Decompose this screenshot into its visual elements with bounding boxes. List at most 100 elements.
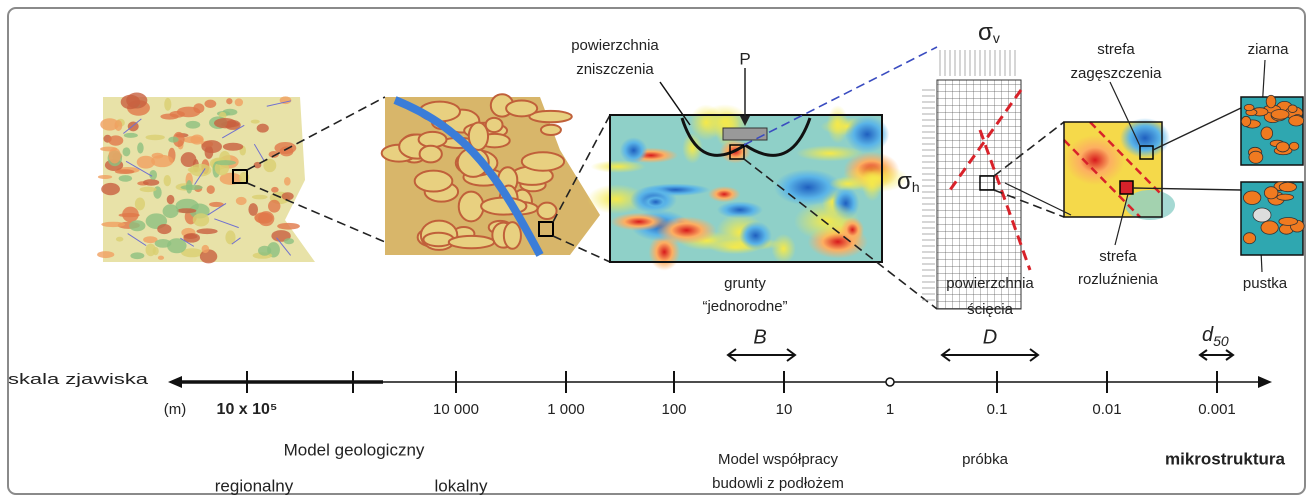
map-patch	[118, 175, 133, 182]
heat-patch	[845, 115, 890, 153]
map-patch	[101, 221, 126, 228]
map-patch	[283, 238, 295, 245]
heat-patch	[587, 184, 646, 215]
map-patch	[100, 146, 118, 152]
grain	[1240, 115, 1252, 127]
map-patch	[187, 166, 201, 173]
grain	[1288, 115, 1305, 127]
tick-origin	[885, 377, 895, 387]
map-road	[180, 237, 195, 247]
map-road	[123, 118, 142, 134]
map-patch	[502, 221, 522, 250]
frame	[7, 7, 1306, 495]
map-patch	[235, 196, 247, 206]
label: strefa	[1097, 41, 1135, 58]
heat-patch	[840, 217, 865, 243]
map-patch	[137, 142, 144, 154]
grain	[1260, 126, 1274, 140]
map-patch	[274, 141, 297, 154]
map-patch	[201, 140, 222, 154]
grain	[1243, 103, 1255, 112]
map-patch	[256, 123, 269, 133]
map-patch	[176, 208, 197, 214]
map-patch	[457, 190, 485, 223]
subscript: 50	[1213, 333, 1229, 349]
shear-line	[948, 89, 1023, 191]
grain-set	[1240, 94, 1305, 164]
label: ścięcia	[967, 301, 1014, 318]
symbol: d	[1202, 324, 1214, 346]
arrow-head	[740, 116, 750, 126]
scale-label: 100	[661, 401, 686, 418]
map-patch	[258, 245, 272, 256]
heat-patch	[828, 176, 868, 191]
map-patch	[115, 236, 124, 242]
map-patch	[418, 144, 443, 164]
shear-band	[1089, 121, 1163, 196]
zoom-box	[538, 221, 554, 237]
heat-patch	[774, 169, 842, 206]
map-patch	[97, 174, 113, 179]
map-patch	[162, 204, 179, 219]
map-patch	[263, 158, 277, 173]
map-road	[276, 237, 292, 256]
map-patch	[539, 123, 562, 137]
map-patch	[180, 152, 197, 168]
shear-line	[978, 129, 1032, 271]
label: zniszczenia	[576, 61, 654, 78]
grain	[1263, 186, 1279, 200]
map-patch	[467, 121, 490, 152]
map-patch	[192, 213, 210, 227]
grain	[1270, 109, 1290, 120]
label: pustka	[1243, 275, 1288, 292]
map-road	[125, 160, 153, 177]
dim-arrow	[726, 348, 797, 362]
map-patch	[145, 243, 156, 257]
map-road	[231, 237, 241, 245]
sample-grid	[936, 79, 1022, 310]
dimension: B	[753, 326, 766, 348]
map-road	[222, 124, 245, 139]
map-patch	[163, 175, 171, 187]
leader	[1132, 187, 1242, 191]
grain-set	[1243, 181, 1305, 245]
map-patch	[226, 98, 233, 105]
heat-patch	[739, 221, 772, 250]
dimension-arrows	[726, 348, 1235, 362]
map-patch	[536, 201, 558, 221]
grains-dense	[1240, 94, 1305, 166]
map-patch	[183, 136, 204, 144]
zone-border	[1063, 121, 1163, 218]
label: rozluźnienia	[1078, 271, 1159, 288]
map-patch	[172, 131, 185, 147]
zoom-box	[1119, 180, 1134, 195]
map-patch	[142, 179, 160, 186]
heatmap-border	[609, 114, 883, 263]
map-patch	[505, 99, 539, 118]
shear-band	[1063, 139, 1141, 218]
dim-arrow	[940, 348, 1040, 362]
map-road	[127, 233, 147, 247]
footing	[722, 127, 768, 141]
grains-loose	[1240, 181, 1305, 256]
grain	[1243, 232, 1257, 245]
map-patch	[168, 136, 179, 143]
map-patch	[520, 151, 566, 172]
scale-title: skala zjawiska	[8, 371, 149, 388]
map-patch	[149, 169, 158, 180]
river	[393, 96, 544, 257]
model-label: regionalny	[215, 476, 294, 495]
map-patch	[271, 186, 279, 193]
heat-patch	[716, 201, 763, 219]
label: powierzchnia	[946, 275, 1034, 292]
zoom-line	[993, 189, 1065, 218]
map-patch	[185, 120, 201, 129]
grain	[1287, 104, 1298, 113]
map-road	[207, 203, 227, 216]
map-patch	[219, 172, 242, 185]
label: P	[739, 49, 750, 68]
map-blobs	[97, 92, 300, 264]
scale-label: 1 000	[547, 401, 585, 418]
map-patch	[145, 134, 165, 141]
map-patch	[157, 223, 172, 235]
